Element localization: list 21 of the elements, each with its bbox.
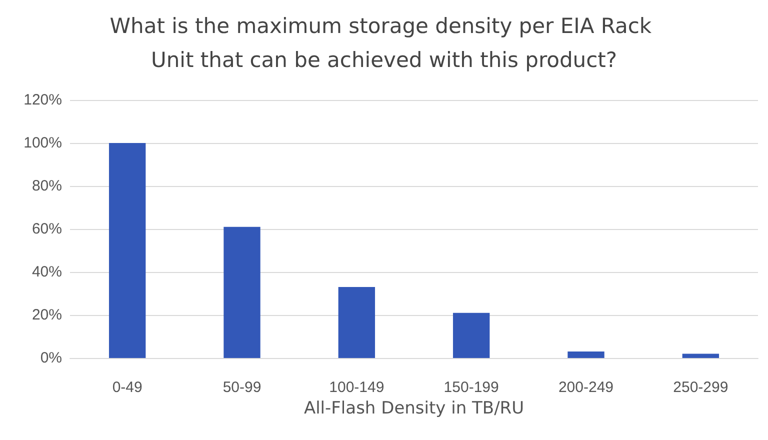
y-tick-label: 60% <box>32 220 62 238</box>
y-tick-label: 100% <box>24 134 62 152</box>
bar <box>568 352 604 358</box>
y-tick-label: 0% <box>40 350 62 366</box>
y-tick-label: 40% <box>32 264 62 280</box>
x-tick-label: 50-99 <box>222 379 262 396</box>
bar <box>338 287 376 358</box>
bar <box>452 312 490 358</box>
y-tick-label: 80% <box>32 178 62 194</box>
bar <box>224 226 260 358</box>
bar <box>682 354 720 358</box>
chart-title: What is the maximum storage density per EIA Rack Unit that can be achieved with this product? <box>110 14 658 72</box>
bar <box>108 143 146 358</box>
x-tick-label: 200-249 <box>558 379 614 396</box>
y-tick-label: 120% <box>24 92 62 108</box>
x-tick-label: 0-49 <box>112 379 142 396</box>
x-tick-label: 100-149 <box>329 379 384 396</box>
x-tick-label: 250-299 <box>673 379 728 396</box>
y-tick-label: 20% <box>32 306 62 324</box>
x-tick-label: 150-199 <box>444 379 499 396</box>
x-axis-title: All-Flash Density in TB/RU <box>304 398 524 418</box>
